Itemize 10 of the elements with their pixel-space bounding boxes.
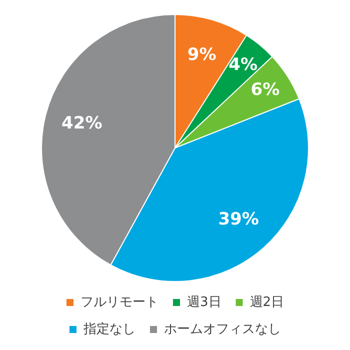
data-label: 6% [250,80,280,100]
legend-label: ホームオフィスなし [164,322,281,337]
legend-label: 週2日 [250,294,284,310]
legend-label: 指定なし [82,322,136,337]
data-label: 39% [218,210,259,230]
legend-label: 週3日 [186,294,222,310]
data-label: 9% [187,45,216,66]
data-label: 4% [228,55,258,76]
data-label: 42% [62,114,102,134]
legend-label: フルリモート [80,294,158,310]
